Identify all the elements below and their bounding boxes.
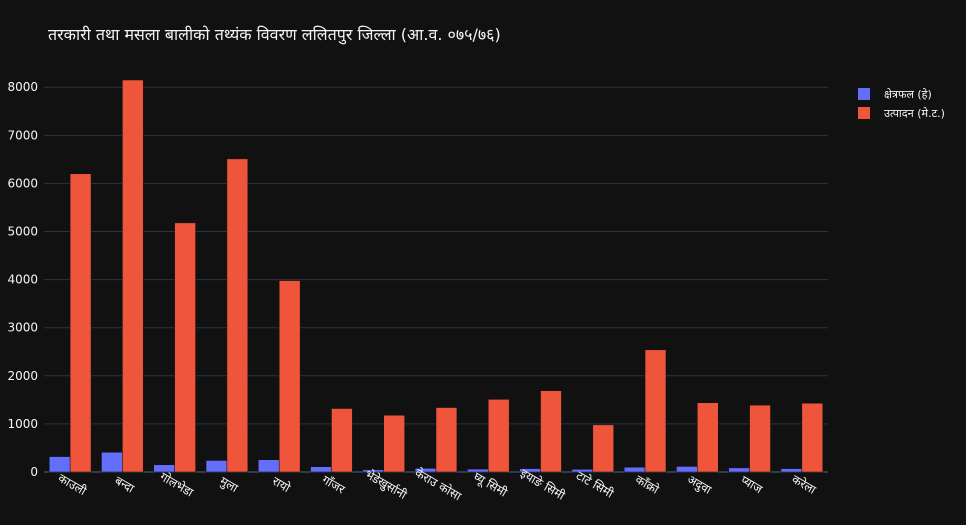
bar-production[interactable] <box>540 390 562 473</box>
x-tick-label: गाँजर <box>320 473 348 498</box>
bar-production[interactable] <box>592 424 614 473</box>
bar-area[interactable] <box>780 468 803 473</box>
bar-production[interactable] <box>749 404 771 473</box>
y-tick-label: 5000 <box>7 225 38 239</box>
bar-production[interactable] <box>69 173 92 473</box>
bar-production[interactable] <box>488 399 510 473</box>
y-tick-label: 7000 <box>7 128 38 142</box>
bar-production[interactable] <box>801 402 824 473</box>
y-tick-label: 3000 <box>7 321 38 335</box>
bar-production[interactable] <box>697 402 719 473</box>
y-axis: 0 1000 2000 3000 4000 5000 6000 7000 8000 <box>7 80 38 479</box>
legend-swatch-production[interactable] <box>858 107 870 119</box>
bar-production[interactable] <box>122 79 144 473</box>
y-tick-label: 0 <box>30 465 38 479</box>
chart-title: तरकारी तथा मसला बालीको तथ्यंक विवरण ललित… <box>48 25 501 45</box>
bar-production[interactable] <box>383 414 405 473</box>
bar-production[interactable] <box>644 349 667 473</box>
x-tick-label: रायो <box>270 474 293 496</box>
x-tick-label: गोलभेडा <box>158 469 197 500</box>
x-tick-label: काउली <box>56 471 90 499</box>
bars <box>48 79 824 473</box>
x-tick-label: घ्यू सिमी <box>471 469 511 501</box>
legend-swatch-area[interactable] <box>858 88 870 100</box>
bar-area[interactable] <box>258 459 280 473</box>
bar-area[interactable] <box>676 466 698 473</box>
x-tick-label: बन्दा <box>112 473 137 496</box>
bar-production[interactable] <box>174 222 196 473</box>
y-tick-label: 2000 <box>7 369 38 383</box>
bar-area[interactable] <box>310 466 332 473</box>
x-tick-label: करेला <box>789 472 819 497</box>
bar-production[interactable] <box>278 280 301 473</box>
x-tick-label: प्याज <box>738 473 766 497</box>
legend-label-production[interactable]: उत्पादन (मे.ट.) <box>884 107 945 120</box>
bar-area[interactable] <box>101 452 123 473</box>
bar-production[interactable] <box>435 407 458 473</box>
x-tick-label: टाटे सिमी <box>574 468 617 501</box>
x-tick-label: अदुवा <box>684 472 714 498</box>
y-tick-label: 8000 <box>7 80 38 94</box>
y-tick-label: 6000 <box>7 176 38 190</box>
bar-area[interactable] <box>205 460 228 473</box>
y-tick-label: 4000 <box>7 273 38 287</box>
x-tick-label: काँक्रो <box>633 472 662 497</box>
bar-production[interactable] <box>226 158 249 473</box>
legend[interactable]: क्षेत्रफल (हे) उत्पादन (मे.ट.) <box>858 88 945 120</box>
legend-label-area[interactable]: क्षेत्रफल (हे) <box>884 88 932 101</box>
y-tick-label: 1000 <box>7 417 38 431</box>
bar-area[interactable] <box>728 467 750 473</box>
bar-area[interactable] <box>623 466 646 473</box>
bar-production[interactable] <box>331 408 353 473</box>
bar-area[interactable] <box>48 456 71 473</box>
x-tick-label: मुला <box>217 474 241 497</box>
